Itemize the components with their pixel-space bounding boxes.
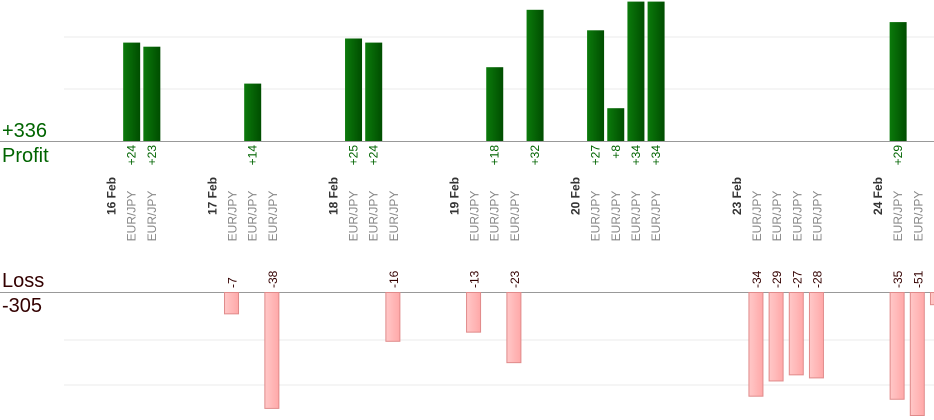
profit-bar: [244, 83, 262, 141]
profit-value-label: +32: [528, 145, 542, 166]
date-label: 18 Feb: [326, 177, 340, 215]
bars: [123, 1, 934, 416]
pair-label: EUR/JPY: [790, 191, 804, 242]
loss-value-label: -27: [790, 270, 804, 288]
loss-value-label: -4: [931, 277, 934, 288]
loss-label: Loss: [2, 270, 45, 292]
profit-bar: [587, 30, 605, 141]
pair-label: EUR/JPY: [609, 191, 623, 242]
pair-label: EUR/JPY: [750, 191, 764, 242]
pair-label: EUR/JPY: [931, 191, 934, 242]
pair-label: EUR/JPY: [226, 191, 240, 242]
pair-label: EUR/JPY: [125, 191, 139, 242]
loss-value-label: -7: [226, 277, 240, 288]
profit-value-label: +8: [609, 145, 623, 159]
date-label: 19 Feb: [447, 177, 461, 215]
loss-value-label: -16: [387, 270, 401, 288]
profit-bar: [607, 108, 625, 141]
pair-label: EUR/JPY: [246, 191, 260, 242]
loss-bar: [929, 292, 934, 306]
loss-bar: [385, 292, 401, 342]
loss-bar: [788, 292, 804, 376]
loss-bar: [264, 292, 280, 409]
loss-bar: [889, 292, 905, 400]
pair-label: EUR/JPY: [488, 191, 502, 242]
profit-value-label: +27: [589, 145, 603, 166]
profit-bar: [123, 42, 141, 141]
profit-label: Profit: [2, 145, 49, 167]
profit-bar: [345, 38, 363, 141]
pair-label: EUR/JPY: [367, 191, 381, 242]
profit-value-label: +24: [125, 145, 139, 166]
pair-label: EUR/JPY: [629, 191, 643, 242]
bar-labels: +24 +23 -7 +14 -38 +25 +24 -16 -13 +18 -23 +32 +27 +8…: [125, 145, 934, 288]
loss-value-label: -38: [266, 270, 280, 288]
loss-total: -305: [2, 295, 43, 317]
date-label: 16 Feb: [105, 177, 119, 215]
profit-value-label: +14: [246, 145, 260, 166]
date-label: 23 Feb: [730, 177, 744, 215]
profit-bar: [889, 22, 907, 142]
pair-label: EUR/JPY: [508, 191, 522, 242]
profit-bar: [143, 46, 161, 142]
loss-bar: [224, 292, 240, 315]
pair-label: EUR/JPY: [145, 191, 159, 242]
profit-value-label: +23: [145, 145, 159, 166]
pair-label: EUR/JPY: [468, 191, 482, 242]
loss-bar: [506, 292, 522, 364]
profit-value-label: +34: [649, 145, 663, 166]
profit-value-label: +24: [367, 145, 381, 166]
profit-bar: [647, 1, 665, 141]
pair-label: EUR/JPY: [589, 191, 603, 242]
date-label: 17 Feb: [205, 177, 219, 215]
profit-bar: [486, 67, 504, 141]
loss-value-label: -23: [508, 270, 522, 288]
profit-bar: [627, 1, 645, 141]
profit-value-label: +34: [629, 145, 643, 166]
pair-label: EUR/JPY: [810, 191, 824, 242]
loss-value-label: -13: [468, 270, 482, 288]
loss-bar: [466, 292, 482, 333]
loss-value-label: -28: [810, 270, 824, 288]
loss-value-label: -34: [750, 270, 764, 288]
pair-label: EUR/JPY: [649, 191, 663, 242]
pair-label: EUR/JPY: [347, 191, 361, 242]
profit-value-label: +18: [488, 145, 502, 166]
loss-bar: [768, 292, 784, 382]
profit-value-label: +29: [891, 145, 905, 166]
date-label: 24 Feb: [871, 177, 885, 215]
loss-value-label: -29: [770, 270, 784, 288]
loss-bar: [909, 292, 925, 416]
pair-label: EUR/JPY: [266, 191, 280, 242]
profit-bar: [365, 42, 383, 141]
pair-label: EUR/JPY: [911, 191, 925, 242]
category-labels: 16 Feb EUR/JPY EUR/JPY 17 Feb EUR/JPY EUR/JPY…: [105, 177, 934, 241]
profit-bar: [526, 9, 544, 141]
loss-bar: [808, 292, 824, 379]
loss-value-label: -35: [891, 270, 905, 288]
pair-label: EUR/JPY: [387, 191, 401, 242]
pair-label: EUR/JPY: [770, 191, 784, 242]
profit-total: +336: [2, 120, 48, 142]
pair-label: EUR/JPY: [891, 191, 905, 242]
loss-value-label: -51: [911, 270, 925, 288]
profit-value-label: +25: [347, 145, 361, 166]
loss-bar: [748, 292, 764, 397]
date-label: 20 Feb: [568, 177, 582, 215]
